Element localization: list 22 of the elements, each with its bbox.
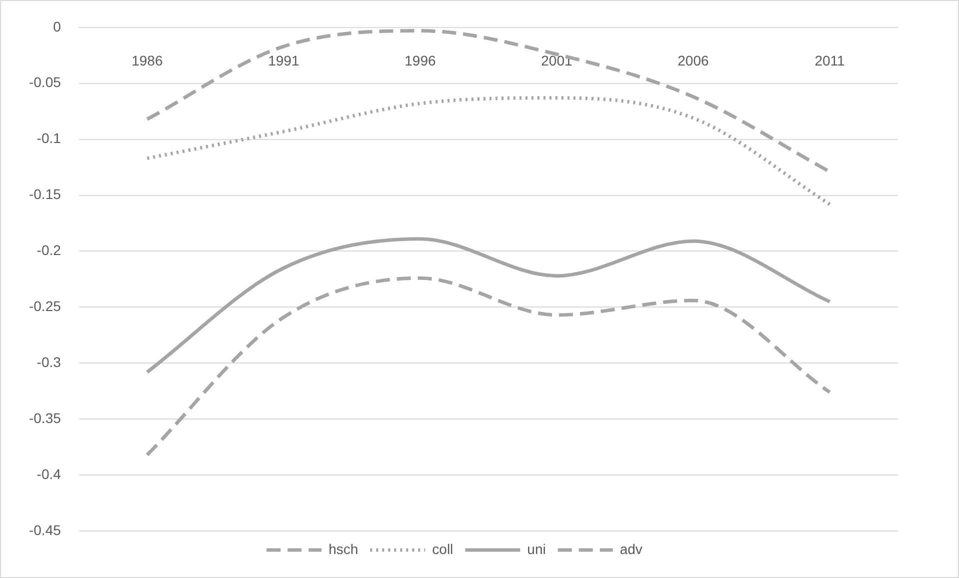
- x-tick-label: 2011: [814, 52, 846, 69]
- y-tick-label: -0.15: [28, 186, 62, 202]
- y-tick-label: -0.05: [28, 74, 62, 90]
- x-tick-label: 1986: [132, 52, 163, 69]
- legend-label: uni: [527, 540, 546, 557]
- x-tick-label: 2006: [678, 52, 710, 69]
- legend-label: adv: [620, 540, 642, 557]
- legend-label: hsch: [328, 540, 358, 557]
- y-tick-label: -0.4: [36, 466, 62, 482]
- y-tick-label: -0.1: [36, 130, 62, 146]
- x-tick-label: 1996: [404, 52, 436, 69]
- y-tick-label: -0.45: [28, 522, 62, 538]
- x-tick-label: 1991: [268, 52, 300, 69]
- y-tick-label: -0.35: [28, 410, 62, 426]
- line-series: [145, 96, 832, 206]
- y-tick-label: -0.25: [28, 298, 62, 314]
- line-series: [145, 276, 832, 457]
- y-tick-label: -0.3: [36, 354, 62, 370]
- y-tick-label: 0: [53, 18, 62, 34]
- y-tick-label: -0.2: [36, 242, 62, 258]
- line-series: [145, 237, 832, 374]
- legend-label: coll: [432, 540, 454, 557]
